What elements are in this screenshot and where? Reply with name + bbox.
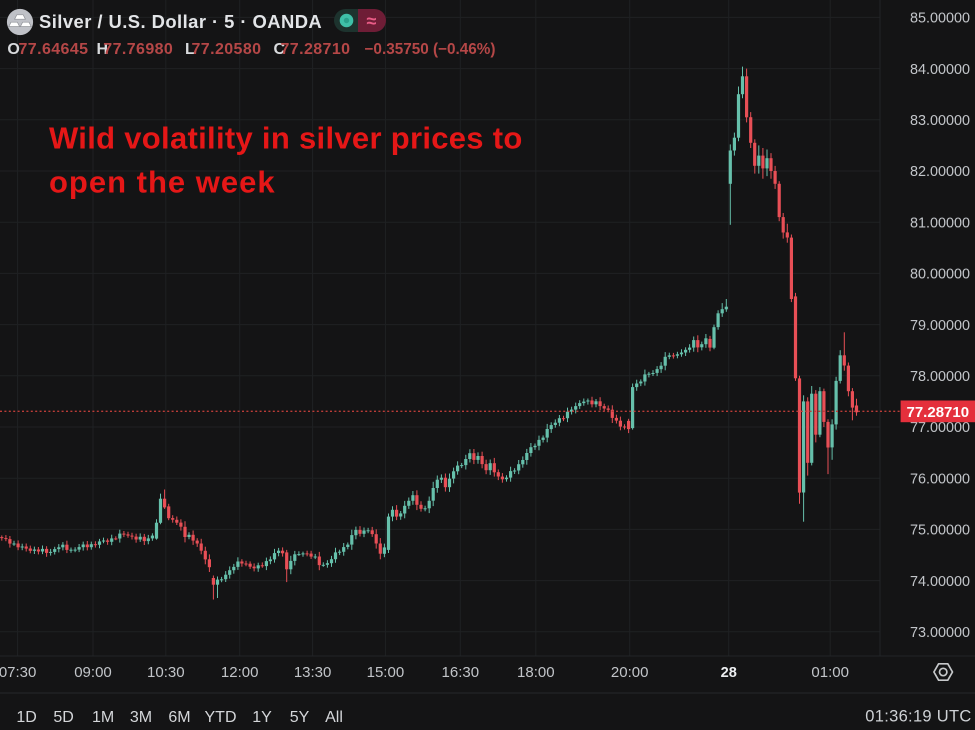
svg-text:5Y: 5Y	[290, 709, 310, 726]
svg-text:L: L	[185, 41, 195, 58]
svg-text:78.00000: 78.00000	[910, 369, 970, 385]
svg-text:77.00000: 77.00000	[910, 420, 970, 436]
svg-text:09:00: 09:00	[74, 664, 112, 681]
svg-text:76.00000: 76.00000	[910, 471, 970, 487]
svg-text:3M: 3M	[130, 709, 152, 726]
svg-text:C: C	[274, 41, 286, 58]
svg-text:H: H	[97, 41, 109, 58]
svg-text:77.64645: 77.64645	[19, 41, 89, 58]
svg-text:77.28710: 77.28710	[907, 404, 970, 421]
svg-text:28: 28	[721, 665, 737, 681]
svg-text:16:30: 16:30	[442, 664, 480, 681]
svg-text:77.28710: 77.28710	[281, 41, 351, 58]
svg-text:Silver / U.S. Dollar · 5 · OAN: Silver / U.S. Dollar · 5 · OANDA	[39, 11, 322, 32]
svg-text:−0.35750 (−0.46%): −0.35750 (−0.46%)	[365, 41, 496, 58]
svg-text:1D: 1D	[16, 709, 36, 726]
svg-text:1M: 1M	[92, 709, 114, 726]
svg-text:10:30: 10:30	[147, 664, 185, 681]
svg-text:73.00000: 73.00000	[910, 625, 970, 641]
svg-text:77.20580: 77.20580	[192, 41, 262, 58]
svg-text:74.00000: 74.00000	[910, 574, 970, 590]
svg-text:82.00000: 82.00000	[910, 164, 970, 180]
svg-text:13:30: 13:30	[294, 664, 332, 681]
svg-text:01:36:19 UTC: 01:36:19 UTC	[865, 708, 971, 726]
svg-text:81.00000: 81.00000	[910, 215, 970, 231]
svg-text:open the week: open the week	[49, 165, 276, 200]
svg-text:12:00: 12:00	[221, 664, 259, 681]
svg-text:1Y: 1Y	[252, 709, 272, 726]
svg-text:07:30: 07:30	[0, 664, 36, 681]
svg-text:75.00000: 75.00000	[910, 523, 970, 539]
svg-text:Wild volatility in silver pric: Wild volatility in silver prices to	[49, 121, 523, 156]
svg-text:79.00000: 79.00000	[910, 318, 970, 334]
svg-text:YTD: YTD	[205, 709, 237, 726]
svg-text:84.00000: 84.00000	[910, 62, 970, 78]
svg-text:6M: 6M	[168, 709, 190, 726]
svg-text:≈: ≈	[367, 11, 377, 31]
svg-text:85.00000: 85.00000	[910, 11, 970, 27]
svg-text:80.00000: 80.00000	[910, 267, 970, 283]
svg-text:All: All	[325, 709, 343, 726]
svg-text:20:00: 20:00	[611, 664, 649, 681]
svg-text:15:00: 15:00	[367, 664, 405, 681]
svg-text:18:00: 18:00	[517, 664, 555, 681]
svg-text:83.00000: 83.00000	[910, 113, 970, 129]
svg-text:01:00: 01:00	[811, 664, 849, 681]
svg-text:O: O	[7, 41, 19, 58]
svg-text:5D: 5D	[53, 709, 73, 726]
svg-text:77.76980: 77.76980	[103, 41, 173, 58]
